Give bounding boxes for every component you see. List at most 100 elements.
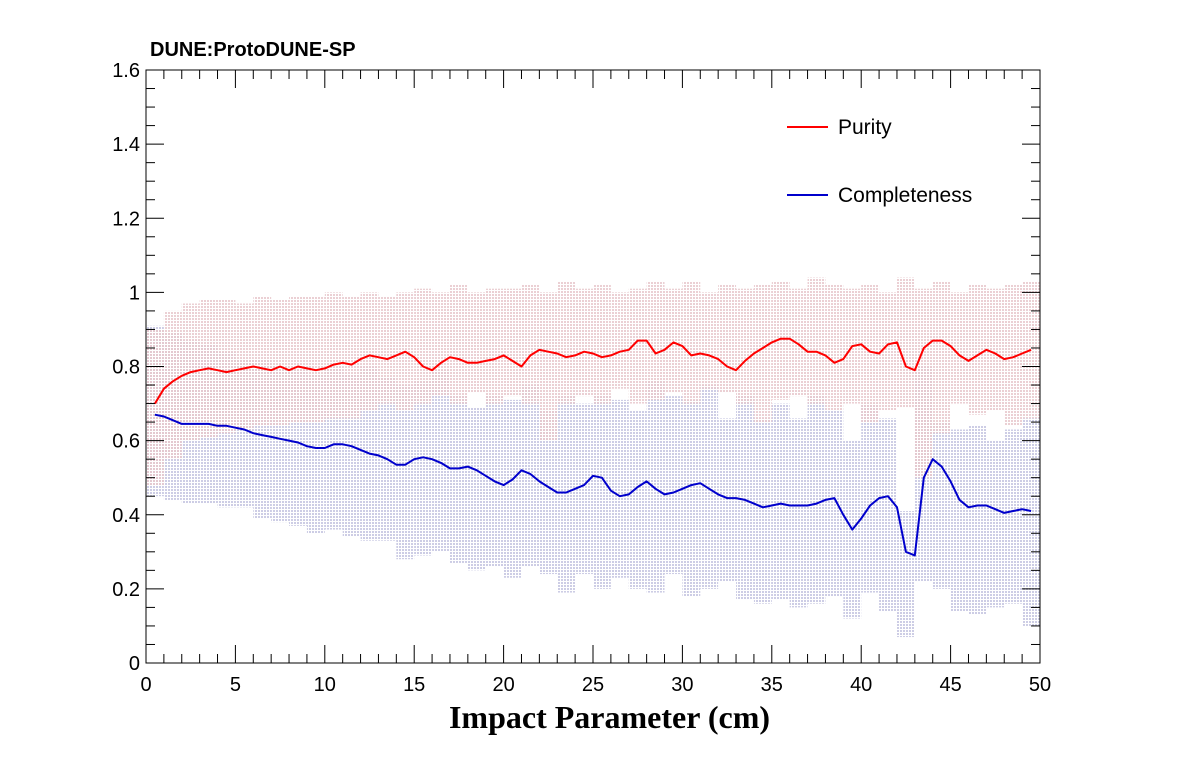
completeness-band-bin [593,396,611,589]
x-axis-label: Impact Parameter (cm) [449,699,770,735]
purity-band-bin [950,292,969,404]
purity-band-bin [986,288,1005,411]
completeness-band-bin [682,399,701,597]
completeness-band-bin [896,511,915,638]
purity-band-bin [378,296,397,404]
completeness-band-bin [610,399,629,578]
purity-band-bin [646,281,665,400]
purity-band-bin [628,288,647,404]
purity-band-bin [503,288,522,397]
legend-label-purity: Purity [838,116,892,139]
purity-band-bin [861,284,880,423]
completeness-band-bin [932,422,951,589]
purity-band-bin [360,292,379,411]
completeness-band-bin [557,396,576,593]
completeness-band-bin [539,410,558,575]
completeness-band-bin [521,385,540,567]
purity-band-bin [664,288,683,393]
purity-band-bin [432,292,450,397]
completeness-band-bin [1022,418,1040,626]
chart-title: DUNE:ProtoDUNE-SP [150,39,356,61]
purity-band-bin [253,296,272,426]
x-tick-label: 30 [671,674,693,696]
purity-band-bin [593,284,611,404]
purity-band-bin [557,281,576,404]
y-tick-label: 1.2 [112,208,140,230]
purity-band-bin [718,284,737,393]
x-tick-label: 40 [850,674,872,696]
completeness-band-bin [807,396,826,604]
x-tick-label: 0 [140,674,151,696]
y-tick-label: 1.4 [112,134,140,156]
purity-band-bin [700,292,719,389]
completeness-band-bin [789,418,808,608]
completeness-band-bin [449,396,468,563]
legend: Purity Completeness [787,116,972,207]
completeness-band-bin [825,410,844,597]
purity-band-bin [771,281,790,400]
completeness-band-bin [753,418,772,604]
purity-band-bin [146,329,164,486]
y-tick-label: 1 [129,282,140,304]
purity-band-bin [449,284,468,404]
purity-band-bin [753,284,772,423]
completeness-band-bin [396,385,415,560]
completeness-band-bin [879,418,897,612]
completeness-band-bin [968,425,987,615]
purity-band-bin [306,296,325,423]
x-tick-label: 25 [582,674,604,696]
purity-band-bin [414,288,433,404]
y-tick-label: 0.4 [112,505,140,527]
completeness-band-bin [628,410,647,589]
purity-band-bin [610,292,629,389]
completeness-line [154,413,1032,557]
x-tick-label: 10 [314,674,336,696]
purity-band-bin [342,296,361,419]
purity-band-bin [539,292,558,441]
purity-band-bin [736,288,754,404]
completeness-band-bin [718,418,737,582]
purity-band-bin [235,303,254,430]
completeness-band-bin [700,385,719,589]
legend-label-completeness: Completeness [838,184,972,207]
completeness-band-bin [646,381,665,593]
completeness-band-bin [503,399,522,578]
purity-band-bin [896,277,915,408]
purity-band-bin [575,288,593,397]
x-tick-label: 5 [230,674,241,696]
completeness-band-bin [986,440,1005,608]
purity-band-bin [914,288,933,478]
y-tick-label: 0.8 [112,357,140,379]
error-bands [146,277,1040,638]
purity-band-bin [879,292,897,411]
completeness-band-bin [950,429,969,612]
x-axis: 0 5 10 15 20 25 30 35 40 45 50 [140,70,1051,696]
purity-band-bin [968,284,987,415]
purity-band-bin [807,277,826,404]
purity-band-bin [289,296,307,423]
completeness-band-bin [736,396,754,600]
x-tick-label: 20 [492,674,514,696]
completeness-band-bin [575,403,593,575]
y-tick-label: 0.2 [112,579,140,601]
completeness-band-bin [771,403,790,600]
completeness-band-bin [664,396,683,575]
x-tick-label: 50 [1029,674,1051,696]
purity-band-bin [485,288,504,404]
purity-band-bin [825,284,844,411]
x-tick-label: 35 [761,674,783,696]
purity-line [154,337,1032,405]
purity-band-bin [1004,284,1023,426]
purity-band-bin [271,299,290,426]
y-tick-label: 0.6 [112,431,140,453]
x-tick-label: 15 [403,674,425,696]
purity-band-bin [521,284,540,404]
purity-band-bin [324,292,343,419]
completeness-band-bin [467,407,486,571]
completeness-band-bin [861,403,880,593]
series-lines [154,337,1032,557]
purity-band-bin [682,281,701,404]
purity-band-bin [789,288,808,397]
purity-band-bin [163,310,182,460]
